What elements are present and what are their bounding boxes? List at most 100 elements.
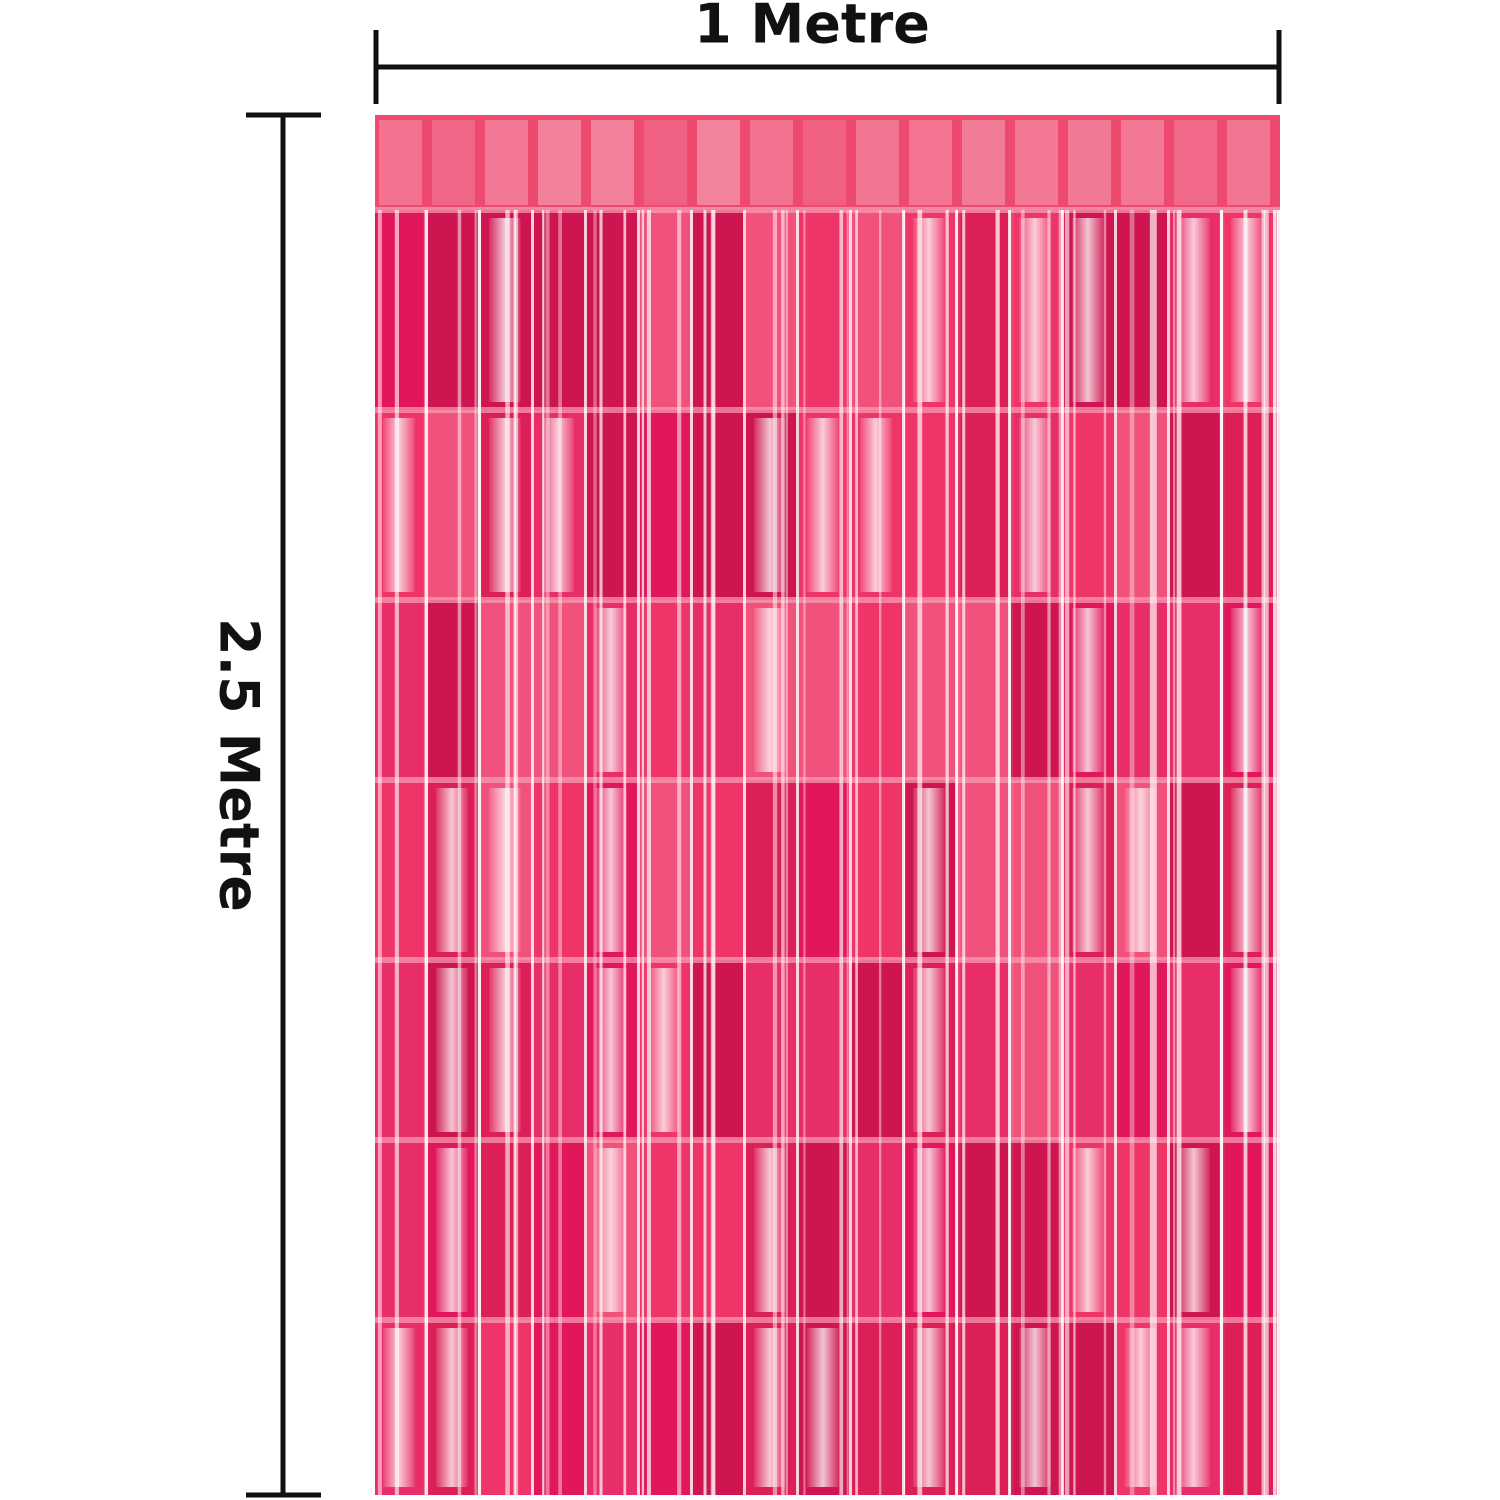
foil-panel	[693, 780, 746, 960]
foil-panel	[905, 410, 958, 600]
header-fold	[909, 120, 952, 205]
header-fold	[1015, 120, 1058, 205]
foil-shine	[1177, 218, 1210, 402]
foil-seam	[428, 777, 481, 783]
foil-strand	[878, 210, 882, 1495]
foil-seam	[799, 777, 852, 783]
foil-seam	[1170, 207, 1223, 213]
foil-strand	[772, 210, 778, 1495]
foil-seam	[428, 407, 481, 413]
header-fold	[538, 120, 581, 205]
foil-seam	[640, 957, 693, 963]
foil-seam	[1117, 407, 1170, 413]
foil-panel	[587, 410, 640, 600]
foil-panel	[958, 1320, 1011, 1495]
foil-seam	[534, 777, 587, 783]
foil-panel	[587, 1320, 640, 1495]
foil-strand	[803, 210, 806, 1495]
foil-seam	[1064, 957, 1117, 963]
foil-seam	[799, 597, 852, 603]
foil-strand	[781, 210, 785, 1495]
foil-shine	[1177, 1148, 1210, 1312]
foil-shine	[435, 788, 468, 952]
foil-strand	[1047, 210, 1051, 1495]
foil-panel	[693, 960, 746, 1140]
foil-shine	[1071, 218, 1104, 402]
foil-seam	[640, 207, 693, 213]
foil-panel	[1011, 1140, 1064, 1320]
foil-seam	[640, 1137, 693, 1143]
foil-seam	[905, 407, 958, 413]
foil-panel	[375, 600, 428, 780]
foil-panel	[693, 1140, 746, 1320]
foil-strand	[855, 210, 858, 1495]
foil-seam	[1170, 777, 1223, 783]
foil-strand	[1220, 210, 1223, 1495]
foil-seam	[958, 407, 1011, 413]
foil-shine	[435, 1148, 468, 1312]
foil-seam	[799, 407, 852, 413]
foil-strand	[995, 210, 1000, 1495]
foil-shine	[435, 968, 468, 1132]
foil-seam	[693, 597, 746, 603]
foil-strand	[474, 210, 477, 1495]
foil-strand	[394, 210, 399, 1495]
foil-seam	[375, 407, 428, 413]
foil-seam	[1064, 1317, 1117, 1323]
foil-shine	[1071, 608, 1104, 772]
foil-seam	[1011, 597, 1064, 603]
foil-panel	[958, 780, 1011, 960]
foil-seam	[534, 1137, 587, 1143]
foil-seam	[852, 207, 905, 213]
foil-seam	[428, 597, 481, 603]
foil-strand	[1008, 210, 1011, 1495]
foil-seam	[799, 1137, 852, 1143]
foil-panel	[852, 210, 905, 410]
foil-panel	[852, 1320, 905, 1495]
foil-panel	[746, 960, 799, 1140]
foil-panel	[1117, 410, 1170, 600]
foil-strand	[545, 210, 550, 1495]
width-dimension: 1 Metre	[373, 0, 1282, 104]
foil-seam	[746, 777, 799, 783]
foil-panel	[1117, 960, 1170, 1140]
foil-strand	[641, 210, 645, 1495]
foil-shine	[1071, 1148, 1104, 1312]
foil-strand	[743, 210, 746, 1495]
foil-strand	[1114, 210, 1117, 1495]
foil-seam	[852, 597, 905, 603]
foil-shine	[647, 968, 680, 1132]
foil-seam	[375, 1137, 428, 1143]
header-fold	[750, 120, 793, 205]
foil-panel	[799, 600, 852, 780]
foil-panel	[693, 600, 746, 780]
foil-strand	[839, 210, 844, 1495]
foil-shine	[1018, 218, 1051, 402]
foil-strand	[646, 210, 651, 1495]
foil-seam	[1011, 407, 1064, 413]
foil-seam	[852, 407, 905, 413]
foil-seam	[1064, 407, 1117, 413]
foil-strand	[703, 210, 707, 1495]
header-fold	[856, 120, 899, 205]
foil-strand	[785, 210, 788, 1495]
foil-seam	[428, 1137, 481, 1143]
foil-seam	[905, 207, 958, 213]
foil-seam	[693, 207, 746, 213]
foil-strand	[531, 210, 534, 1495]
foil-panel	[958, 600, 1011, 780]
foil-seam	[1170, 597, 1223, 603]
foil-seam	[1170, 1317, 1223, 1323]
foil-shine	[753, 1148, 786, 1312]
foil-shine	[753, 1328, 786, 1487]
foil-seam	[746, 407, 799, 413]
foil-seam	[905, 597, 958, 603]
foil-strand	[945, 210, 949, 1495]
foil-curtain	[375, 115, 1282, 1495]
foil-seam	[640, 1317, 693, 1323]
foil-seam	[1223, 777, 1276, 783]
foil-seam	[587, 957, 640, 963]
header-fold	[485, 120, 528, 205]
foil-seam	[958, 777, 1011, 783]
foil-shine	[541, 418, 574, 592]
